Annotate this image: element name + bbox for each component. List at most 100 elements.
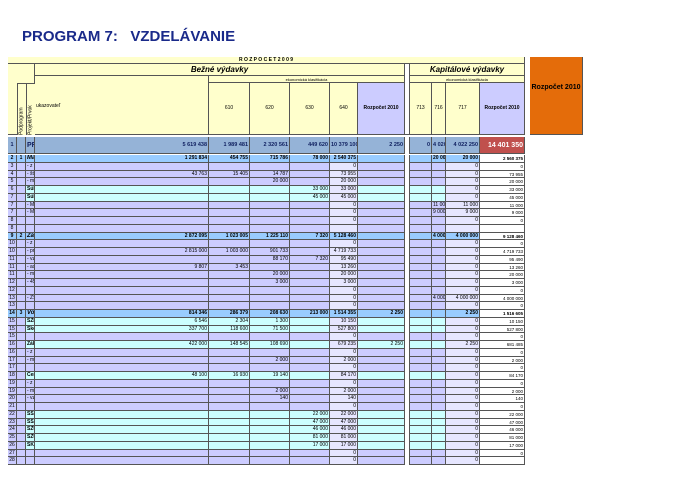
column-header: 630	[290, 83, 330, 135]
amount: 47 000	[330, 418, 358, 427]
capital-header: Kapitálové výdavky	[410, 64, 525, 76]
classification: ekonomická klasifikácia	[410, 76, 525, 83]
amount: 84 170	[330, 372, 358, 380]
amount	[290, 240, 330, 248]
amount	[358, 395, 405, 403]
row-number	[17, 348, 26, 357]
row-number: 26	[8, 441, 17, 450]
amount: 0	[330, 333, 358, 341]
row-number: 28	[8, 457, 17, 465]
column-header: 610	[209, 83, 250, 135]
amount	[35, 434, 209, 442]
amount: 2 304	[209, 317, 250, 326]
amount	[432, 348, 446, 357]
amount	[432, 356, 446, 365]
amount	[250, 201, 290, 210]
row-gap	[525, 201, 530, 210]
current-header: Bežné výdavky	[35, 64, 405, 76]
amount	[250, 193, 290, 202]
row-label: SŠZČ sv. Andreja Svorada a Benedikta	[26, 418, 35, 427]
amount	[410, 364, 432, 372]
row-gap	[405, 395, 410, 403]
row-number	[17, 201, 26, 210]
amount	[432, 372, 446, 380]
amount	[410, 395, 432, 403]
row-number: 19	[8, 387, 17, 396]
row-number: 7	[8, 209, 17, 217]
amount: 0	[446, 317, 480, 326]
row-number	[17, 418, 26, 427]
amount: 901 733	[250, 248, 290, 256]
amount: 0	[480, 364, 525, 372]
row-number: 5	[8, 178, 17, 186]
amount	[209, 209, 250, 217]
amount	[410, 449, 432, 458]
row-number	[17, 279, 26, 287]
amount	[410, 410, 432, 419]
row-number: 15	[8, 333, 17, 341]
row-gap	[405, 232, 410, 241]
amount	[410, 317, 432, 326]
amount	[209, 403, 250, 411]
amount: 33 000	[480, 186, 525, 194]
amount	[410, 426, 432, 434]
amount	[290, 201, 330, 210]
amount: 17 000	[330, 441, 358, 450]
row-label: - materiálno technické vybavenie	[26, 387, 35, 396]
amount	[250, 418, 290, 427]
amount: 13 260	[480, 263, 525, 272]
amount: 9 000	[446, 209, 480, 217]
amount	[432, 162, 446, 171]
amount: 0	[446, 372, 480, 380]
amount: 15 405	[209, 170, 250, 179]
amount	[410, 255, 432, 264]
amount	[250, 457, 290, 465]
amount: 46 000	[330, 426, 358, 434]
row-number	[17, 356, 26, 365]
amount: 0	[446, 302, 480, 310]
amount	[250, 263, 290, 272]
amount	[35, 441, 209, 450]
amount	[410, 263, 432, 272]
row-label: - materiálno - technické vybavenie	[26, 178, 35, 186]
amount	[35, 333, 209, 341]
amount: 46 000	[290, 426, 330, 434]
row-gap	[525, 317, 530, 326]
row-gap	[525, 186, 530, 194]
amount: 22 000	[290, 410, 330, 419]
amount: 45 000	[330, 193, 358, 202]
row-label: Voľno časové vzdelávanie	[26, 310, 35, 318]
row-number: 12	[8, 279, 17, 287]
amount	[250, 186, 290, 194]
amount	[432, 364, 446, 372]
row-label: Súkromná MŠ Valachová	[26, 186, 35, 194]
amount	[35, 403, 209, 411]
amount	[35, 178, 209, 186]
amount	[209, 418, 250, 427]
row-number	[17, 217, 26, 225]
row-number: 10	[8, 248, 17, 256]
row-gap	[405, 162, 410, 171]
row-label: - MŠ Halašu - stavebno-techn.riešenie sa…	[26, 209, 35, 217]
amount: 0	[330, 302, 358, 310]
amount	[35, 255, 209, 264]
row-label	[26, 224, 35, 233]
classification: ekonomická klasifikácia	[209, 76, 405, 83]
amount	[410, 457, 432, 465]
row-label: ŠKD sv. Andreja Svorada a Benedikta	[26, 441, 35, 450]
row-number: 13	[8, 302, 17, 310]
amount	[358, 286, 405, 295]
row-gap	[405, 426, 410, 434]
amount	[358, 240, 405, 248]
row-number: 3	[17, 310, 26, 318]
amount	[432, 434, 446, 442]
row-label: - vzdelávacie poukazy, dopravné,žiakov	[26, 255, 35, 264]
amount	[410, 333, 432, 341]
amount: 1 291 834	[35, 155, 209, 163]
amount: 1 516 605	[480, 310, 525, 318]
amount: 527 800	[330, 325, 358, 334]
column-header: 620	[250, 83, 290, 135]
amount: 213 000	[290, 310, 330, 318]
amount: 1 989 481	[209, 137, 250, 154]
amount	[209, 178, 250, 186]
